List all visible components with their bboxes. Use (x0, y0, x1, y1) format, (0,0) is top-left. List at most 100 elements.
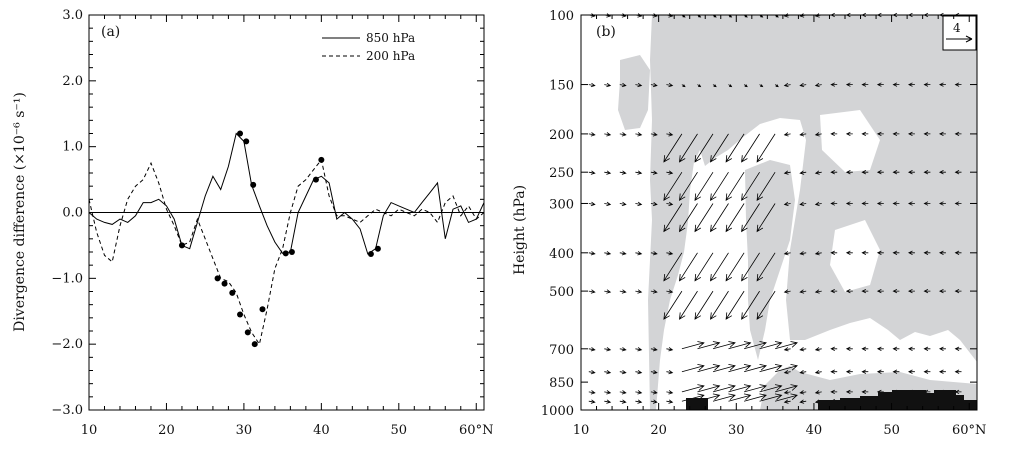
wind-vector (619, 170, 627, 175)
wind-vector (939, 369, 946, 374)
wind-vector (861, 389, 869, 395)
wind-vector (666, 289, 674, 294)
wind-vector (861, 170, 869, 175)
wind-vector (861, 250, 869, 255)
wind-vector (892, 170, 900, 175)
wind-vector (759, 384, 783, 393)
wind-vector (619, 289, 627, 294)
x-tick-label: 10 (573, 423, 590, 438)
wind-vector (830, 201, 838, 206)
wind-vector (908, 170, 915, 175)
wind-vector (756, 290, 776, 320)
wind-vector (743, 341, 767, 350)
wind-vector (876, 369, 884, 374)
wind-vector (663, 133, 683, 163)
wind-vector (845, 346, 853, 351)
wind-vector (681, 84, 686, 88)
y-axis-title-b: Height (hPa) (512, 185, 528, 275)
wind-vector (666, 347, 674, 352)
wind-vector (923, 369, 931, 374)
y-tick-label: −1.0 (51, 271, 83, 286)
unshaded-pocket (830, 220, 880, 292)
wind-vector (876, 346, 884, 351)
wind-vector (783, 201, 791, 207)
significant-point (282, 250, 289, 257)
wind-vector (604, 369, 612, 375)
wind-vector (876, 82, 884, 87)
wind-vector (588, 201, 596, 207)
y-tick-label: 1.0 (62, 140, 83, 155)
wind-vector (635, 82, 643, 88)
plot-frame-b (580, 14, 978, 411)
y-tick-label: 100 (549, 9, 574, 24)
shaded-area-2 (655, 128, 700, 165)
wind-vector (783, 369, 791, 375)
wind-vector (728, 341, 752, 350)
x-tick-label: 10 (81, 423, 98, 438)
significant-point (312, 176, 319, 183)
significant-point (244, 329, 251, 336)
wind-vector (635, 251, 643, 256)
significant-point (251, 341, 258, 348)
wind-vector (923, 170, 931, 175)
wind-vector (650, 132, 658, 137)
legend-label-850: 850 hPa (366, 31, 415, 45)
wind-vector (756, 252, 776, 282)
wind-vector (876, 288, 884, 294)
wind-vector (892, 201, 900, 206)
wind-vector (681, 384, 705, 393)
wind-vector (712, 364, 736, 373)
wind-vector (728, 364, 752, 373)
wind-vector (908, 369, 915, 374)
wind-vector (741, 290, 760, 320)
wind-vector (756, 203, 776, 233)
significant-point (237, 311, 244, 318)
wind-vector (908, 288, 915, 294)
wind-vector (710, 290, 729, 320)
wind-vector (728, 384, 752, 393)
wind-vector (619, 132, 627, 137)
y-tick-label: 850 (549, 376, 574, 391)
wind-vector (635, 347, 643, 352)
wind-vector (830, 131, 838, 137)
x-tick-label: 40 (313, 423, 330, 438)
wind-vector (725, 203, 745, 233)
wind-vector (799, 289, 807, 294)
x-axis-a: 10 20 30 40 50 60°N (81, 15, 493, 438)
reference-arrowhead (965, 35, 973, 43)
wind-vector (650, 289, 658, 294)
wind-vector (939, 346, 946, 351)
wind-vector (666, 170, 674, 175)
wind-vector (774, 341, 798, 350)
wind-vector (741, 203, 760, 233)
wind-vector (759, 341, 783, 350)
wind-vector (604, 347, 612, 352)
y-tick-label: −3.0 (51, 403, 83, 418)
wind-vector (783, 170, 791, 175)
wind-vector (728, 84, 733, 88)
wind-vector (650, 82, 658, 88)
wind-vector (892, 288, 900, 294)
y-tick-label: 3.0 (62, 8, 83, 23)
panel-label-a: (a) (101, 24, 120, 40)
wind-vector (845, 82, 853, 87)
wind-vector (908, 346, 915, 351)
wind-vector (635, 132, 643, 137)
significant-point (237, 130, 244, 137)
significant-point (374, 245, 381, 252)
wind-vector (861, 82, 869, 87)
y-tick-label: 500 (549, 285, 574, 300)
x-tick-label: 30 (728, 423, 745, 438)
wind-vector (799, 170, 807, 175)
wind-vector (604, 170, 612, 175)
wind-vector (604, 251, 612, 256)
wind-vector (774, 393, 798, 402)
wind-vector (876, 131, 884, 137)
wind-vector (954, 201, 962, 206)
x-tick-label: 60°N (952, 423, 986, 438)
wind-vector (679, 252, 698, 282)
wind-vector (619, 251, 627, 256)
significant-point (221, 280, 228, 287)
wind-vector (799, 251, 807, 256)
wind-vector (694, 252, 714, 282)
